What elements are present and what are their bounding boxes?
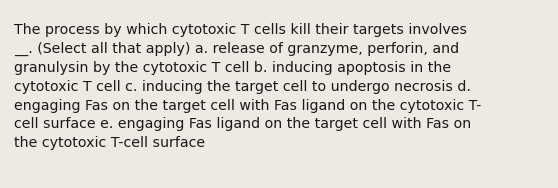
Text: The process by which cytotoxic T cells kill their targets involves
__. (Select a: The process by which cytotoxic T cells k… xyxy=(14,23,482,150)
